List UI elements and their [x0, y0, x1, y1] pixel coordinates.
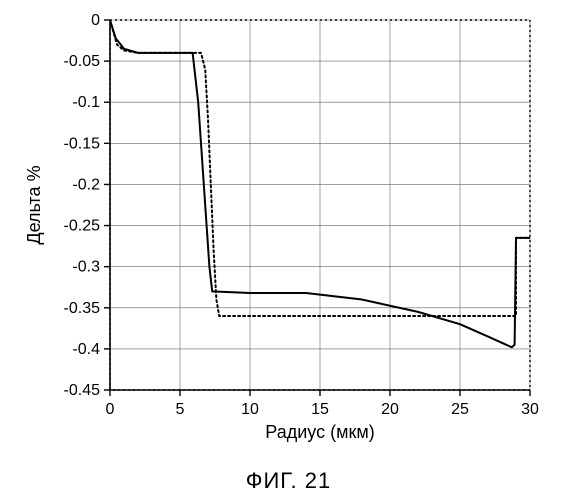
y-tick-label: -0.3	[72, 259, 100, 276]
y-tick-label: 0	[91, 12, 100, 29]
y-tick-label: -0.25	[64, 218, 101, 235]
x-tick-label: 20	[381, 401, 399, 418]
x-axis-label: Радиус (мкм)	[265, 422, 374, 442]
x-tick-label: 5	[176, 401, 185, 418]
y-axis-label: Дельта %	[24, 165, 44, 244]
y-tick-label: -0.15	[64, 135, 101, 152]
y-tick-label: -0.35	[64, 300, 101, 317]
y-tick-label: -0.1	[72, 94, 100, 111]
x-tick-label: 15	[311, 401, 329, 418]
y-tick-label: -0.4	[72, 341, 100, 358]
x-tick-label: 25	[451, 401, 469, 418]
figure-caption: ФИГ. 21	[0, 468, 577, 494]
figure-container: 0 5 10 15 20 25 30 0 -0.05 -0.1 -0.15 -0.2 -0.25 -0.3…	[0, 0, 577, 500]
x-tick-label: 30	[521, 401, 539, 418]
y-tick-label: -0.05	[64, 53, 101, 70]
y-tick-label: -0.2	[72, 176, 100, 193]
chart-svg: 0 5 10 15 20 25 30 0 -0.05 -0.1 -0.15 -0.2 -0.25 -0.3…	[0, 0, 577, 450]
x-tick-label: 10	[241, 401, 259, 418]
y-tick-label: -0.45	[64, 382, 101, 399]
x-tick-label: 0	[106, 401, 115, 418]
